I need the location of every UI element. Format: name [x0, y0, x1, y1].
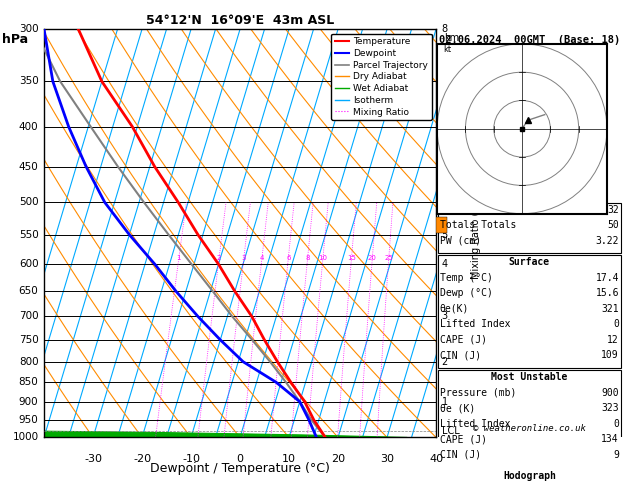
Text: θe (K): θe (K) [440, 403, 475, 413]
Text: Surface: Surface [509, 258, 550, 267]
Text: 0: 0 [613, 418, 619, 429]
Text: -30: -30 [84, 454, 102, 464]
Text: 20: 20 [368, 256, 377, 261]
Text: CIN (J): CIN (J) [440, 350, 481, 361]
Text: Mixing Ratio (g/kg): Mixing Ratio (g/kg) [471, 187, 481, 279]
Text: -20: -20 [133, 454, 151, 464]
Text: 32: 32 [607, 205, 619, 215]
Text: 850: 850 [19, 377, 38, 387]
Text: 600: 600 [19, 259, 38, 269]
Text: 400: 400 [19, 122, 38, 132]
Text: CAPE (J): CAPE (J) [440, 434, 487, 444]
Legend: Temperature, Dewpoint, Parcel Trajectory, Dry Adiabat, Wet Adiabat, Isotherm, Mi: Temperature, Dewpoint, Parcel Trajectory… [331, 34, 431, 120]
Text: 12: 12 [607, 335, 619, 345]
Text: LCL: LCL [442, 426, 459, 435]
Text: 350: 350 [19, 76, 38, 87]
Text: 8: 8 [442, 24, 448, 34]
Text: Dewp (°C): Dewp (°C) [440, 288, 493, 298]
Bar [436, 138, 447, 154]
Text: 6: 6 [442, 197, 448, 208]
Text: 4: 4 [442, 259, 448, 269]
Text: 50: 50 [607, 220, 619, 230]
Bar [436, 111, 447, 127]
Text: 15: 15 [347, 256, 356, 261]
Text: 950: 950 [19, 415, 38, 425]
Text: 40: 40 [429, 454, 443, 464]
Text: K: K [440, 205, 446, 215]
Text: © weatheronline.co.uk: © weatheronline.co.uk [473, 423, 586, 433]
Text: 25: 25 [384, 256, 393, 261]
Text: Most Unstable: Most Unstable [491, 372, 567, 382]
Text: 321: 321 [601, 304, 619, 314]
Text: Lifted Index: Lifted Index [440, 319, 510, 330]
Text: 6: 6 [286, 256, 291, 261]
Text: 30: 30 [380, 454, 394, 464]
Text: 9: 9 [613, 450, 619, 460]
Text: 323: 323 [601, 403, 619, 413]
Text: -10: -10 [182, 454, 200, 464]
Text: 550: 550 [19, 230, 38, 240]
Text: km
ASL: km ASL [444, 33, 462, 55]
Text: 300: 300 [19, 24, 38, 34]
Text: 0: 0 [237, 454, 243, 464]
Text: 10: 10 [282, 454, 296, 464]
Text: 800: 800 [19, 357, 38, 367]
Text: 17.4: 17.4 [596, 273, 619, 283]
Bar [436, 191, 447, 207]
Bar [436, 84, 447, 101]
Text: 1: 1 [442, 397, 448, 407]
Text: 15.6: 15.6 [596, 288, 619, 298]
Text: 10: 10 [318, 256, 328, 261]
Text: CIN (J): CIN (J) [440, 450, 481, 460]
Text: 2: 2 [442, 357, 448, 367]
Text: 8: 8 [305, 256, 310, 261]
Text: 650: 650 [19, 286, 38, 296]
Text: 20: 20 [331, 454, 345, 464]
Text: 2: 2 [217, 256, 221, 261]
Text: 0: 0 [613, 319, 619, 330]
Text: 500: 500 [19, 197, 38, 208]
Bar [436, 217, 447, 233]
Text: 1000: 1000 [13, 433, 38, 442]
Text: 450: 450 [19, 162, 38, 172]
Text: 109: 109 [601, 350, 619, 361]
Text: hPa: hPa [1, 33, 28, 46]
Text: CAPE (J): CAPE (J) [440, 335, 487, 345]
Text: PW (cm): PW (cm) [440, 236, 481, 246]
Text: 900: 900 [19, 397, 38, 407]
Text: 700: 700 [19, 312, 38, 321]
Text: Totals Totals: Totals Totals [440, 220, 516, 230]
Text: 4: 4 [260, 256, 264, 261]
Text: Dewpoint / Temperature (°C): Dewpoint / Temperature (°C) [150, 462, 330, 475]
Text: 134: 134 [601, 434, 619, 444]
Text: kt: kt [443, 45, 451, 54]
Text: 3.22: 3.22 [596, 236, 619, 246]
Text: Hodograph: Hodograph [503, 471, 556, 481]
Text: 1: 1 [177, 256, 181, 261]
Text: 3: 3 [242, 256, 246, 261]
Text: Temp (°C): Temp (°C) [440, 273, 493, 283]
Text: 900: 900 [601, 388, 619, 398]
Text: 3: 3 [442, 312, 448, 321]
Text: 02.06.2024  00GMT  (Base: 18): 02.06.2024 00GMT (Base: 18) [439, 35, 620, 45]
Text: 750: 750 [19, 335, 38, 345]
Text: 5: 5 [442, 230, 448, 240]
Text: 7: 7 [442, 122, 448, 132]
Text: θe(K): θe(K) [440, 304, 469, 314]
Text: Pressure (mb): Pressure (mb) [440, 388, 516, 398]
Bar [436, 164, 447, 180]
Title: 54°12'N  16°09'E  43m ASL: 54°12'N 16°09'E 43m ASL [146, 14, 334, 27]
Text: Lifted Index: Lifted Index [440, 418, 510, 429]
